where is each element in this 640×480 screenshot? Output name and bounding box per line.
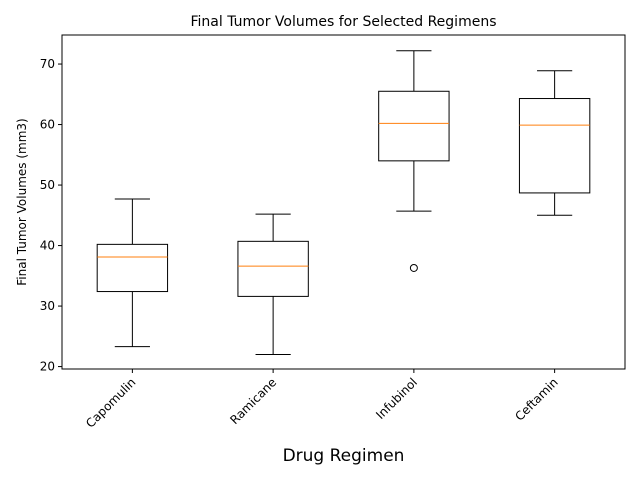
outlier-point: [409, 263, 418, 272]
y-axis-label: Final Tumor Volumes (mm3): [15, 118, 29, 285]
y-tick-label: 30: [40, 299, 55, 313]
box-iqr: [518, 98, 591, 194]
box-iqr: [96, 243, 169, 293]
y-tick-label: 50: [40, 178, 55, 192]
x-tick-label: Capomulin: [83, 375, 138, 430]
y-tick-label: 60: [40, 118, 55, 132]
y-tick-label: 20: [40, 360, 55, 374]
x-tick-label: Ramicane: [227, 375, 279, 427]
box-iqr: [237, 240, 309, 297]
x-axis-label: Drug Regimen: [283, 446, 405, 466]
y-tick-label: 70: [40, 57, 55, 71]
y-tick-label: 40: [40, 239, 55, 253]
x-tick-label: Infubinol: [373, 375, 420, 422]
plot-area: 20 30 40 50 60 70 Capomulin Ramicane Infubinol Ce…: [40, 50, 591, 431]
axes-frame: [61, 34, 626, 370]
chart-title: Final Tumor Volumes for Selected Regimen…: [191, 14, 497, 30]
x-tick-label: Ceftamin: [512, 375, 560, 423]
box-iqr: [378, 90, 450, 162]
